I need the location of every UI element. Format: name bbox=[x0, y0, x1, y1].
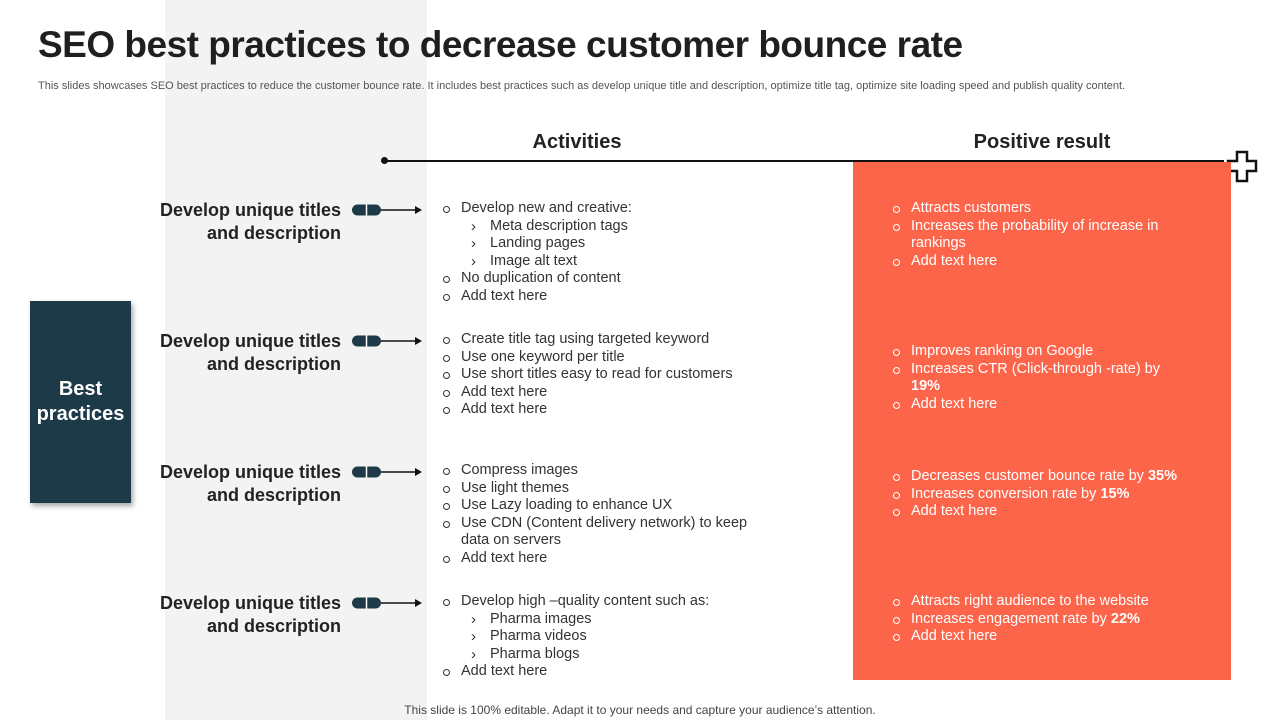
result-item: Add text here bbox=[890, 503, 1190, 521]
result-text: Add text here bbox=[911, 628, 998, 645]
activity-sub-item: Image alt text bbox=[440, 253, 770, 271]
result-highlight: 15% bbox=[1100, 485, 1130, 502]
result-text: Decreases customer bounce rate by bbox=[911, 468, 1148, 484]
activities-list: Develop high –quality content such as:Ph… bbox=[440, 593, 770, 681]
activity-text: Add text here bbox=[461, 383, 548, 400]
activity-text: Add text here bbox=[461, 549, 548, 566]
activity-item: Use CDN (Content delivery network) to ke… bbox=[440, 515, 770, 550]
footer-note: This slide is 100% editable. Adapt it to… bbox=[404, 703, 876, 717]
results-list: Decreases customer bounce rate by 35% Inc… bbox=[890, 468, 1190, 521]
activity-text: Use Lazy loading to enhance UX bbox=[461, 497, 673, 514]
pill-arrow-icon bbox=[352, 204, 422, 216]
activities-list: Develop new and creative:Meta descriptio… bbox=[440, 200, 770, 306]
result-text: Increases engagement rate by bbox=[911, 610, 1111, 627]
activity-text: Add text here bbox=[461, 287, 548, 304]
activity-text: Image alt text bbox=[490, 252, 578, 269]
activity-item: Add text here bbox=[440, 401, 770, 419]
activity-item: No duplication of content bbox=[440, 270, 770, 288]
divider-start-dot bbox=[381, 157, 388, 164]
result-highlight: 22% bbox=[1110, 610, 1140, 627]
activities-list: Compress images Use light themes Use Lazy … bbox=[440, 462, 770, 568]
result-item: Add text here bbox=[890, 628, 1190, 646]
page-subtitle: This slides showcases SEO best practices… bbox=[38, 80, 1126, 92]
best-practices-label: Best practices bbox=[36, 378, 125, 425]
activity-item: Use light themes bbox=[440, 480, 770, 498]
best-practices-box: Best practices bbox=[30, 301, 131, 503]
result-text: Attracts customers bbox=[911, 200, 1032, 216]
result-item: Add text here bbox=[890, 396, 1190, 414]
result-item: Increases conversion rate by 15% bbox=[890, 486, 1190, 504]
practice-label: Develop unique titles and description bbox=[159, 593, 341, 636]
result-item: Add text here bbox=[890, 253, 1190, 271]
practice-label: Develop unique titles and description bbox=[159, 331, 341, 374]
activity-text: Use light themes bbox=[461, 479, 569, 496]
activity-item: Use short titles easy to read for custom… bbox=[440, 366, 770, 384]
pill-arrow-icon bbox=[352, 466, 422, 478]
cross-outline-icon bbox=[1226, 150, 1258, 183]
result-highlight: 19% bbox=[911, 378, 941, 395]
activity-text: Use one keyword per title bbox=[461, 348, 625, 365]
activity-item: Compress images bbox=[440, 462, 770, 480]
activity-item: Add text here bbox=[440, 550, 770, 568]
activity-item: Develop new and creative: bbox=[440, 200, 770, 218]
activity-text: Use short titles easy to read for custom… bbox=[461, 366, 733, 383]
result-item: Increases CTR (Click-through -rate) by 1… bbox=[890, 361, 1190, 396]
activity-item: Use Lazy loading to enhance UX bbox=[440, 497, 770, 515]
result-text: Increases the probability of increase in… bbox=[911, 217, 1159, 252]
result-text: Add text here bbox=[911, 395, 998, 412]
positive-result-panel bbox=[853, 162, 1231, 680]
activity-text: Pharma blogs bbox=[490, 645, 580, 662]
result-text: Increases CTR (Click-through -rate) by bbox=[911, 360, 1160, 377]
result-item: Decreases customer bounce rate by 35% bbox=[890, 468, 1190, 486]
activity-sub-item: Pharma videos bbox=[440, 628, 770, 646]
activity-text: Add text here bbox=[461, 401, 548, 418]
results-header: Positive result bbox=[973, 131, 1111, 153]
gray-background-band bbox=[165, 0, 427, 720]
activity-item: Develop high –quality content such as: bbox=[440, 593, 770, 611]
activity-text: No duplication of content bbox=[461, 270, 621, 287]
activity-item: Add text here bbox=[440, 663, 770, 681]
activity-text: Create title tag using targeted keyword bbox=[461, 331, 710, 347]
result-item: Attracts customers bbox=[890, 200, 1190, 218]
result-item: Increases engagement rate by 22% bbox=[890, 611, 1190, 629]
activity-item: Add text here bbox=[440, 288, 770, 306]
activities-header: Activities bbox=[532, 131, 622, 153]
header-divider-line bbox=[384, 160, 1224, 162]
activity-text: Use CDN (Content delivery network) to ke… bbox=[461, 514, 748, 549]
result-item: Attracts right audience to the website bbox=[890, 593, 1190, 611]
practice-label: Develop unique titles and description bbox=[159, 200, 341, 243]
activities-list: Create title tag using targeted keyword U… bbox=[440, 331, 770, 419]
results-list: Attracts customers Increases the probabil… bbox=[890, 200, 1190, 270]
practice-label: Develop unique titles and description bbox=[159, 462, 341, 505]
activity-sub-item: Pharma images bbox=[440, 611, 770, 629]
activity-sub-item: Meta description tags bbox=[440, 218, 770, 236]
activity-text: Compress images bbox=[461, 462, 578, 478]
activity-sub-item: Pharma blogs bbox=[440, 646, 770, 664]
activity-text: Develop new and creative: bbox=[461, 200, 632, 216]
pill-arrow-icon bbox=[352, 335, 422, 347]
activity-item: Create title tag using targeted keyword bbox=[440, 331, 770, 349]
results-list: Improves ranking on Google Increases CTR … bbox=[890, 343, 1190, 413]
activity-text: Pharma images bbox=[490, 610, 592, 627]
result-text: Improves ranking on Google bbox=[911, 343, 1094, 359]
result-text: Attracts right audience to the website bbox=[911, 593, 1149, 609]
result-highlight: 35% bbox=[1147, 468, 1177, 484]
page-title: SEO best practices to decrease customer … bbox=[38, 24, 963, 65]
result-text: Increases conversion rate by bbox=[911, 485, 1101, 502]
activity-text: Landing pages bbox=[490, 235, 586, 252]
activity-text: Meta description tags bbox=[490, 217, 628, 234]
activity-item: Add text here bbox=[440, 384, 770, 402]
result-text: Add text here bbox=[911, 503, 998, 520]
activity-sub-item: Landing pages bbox=[440, 235, 770, 253]
result-text: Add text here bbox=[911, 252, 998, 269]
activity-item: Use one keyword per title bbox=[440, 349, 770, 367]
results-list: Attracts right audience to the website In… bbox=[890, 593, 1190, 646]
activity-text: Develop high –quality content such as: bbox=[461, 593, 710, 609]
result-item: Increases the probability of increase in… bbox=[890, 218, 1190, 253]
activity-text: Add text here bbox=[461, 663, 548, 680]
activity-text: Pharma videos bbox=[490, 628, 587, 645]
pill-arrow-icon bbox=[352, 597, 422, 609]
result-item: Improves ranking on Google bbox=[890, 343, 1190, 361]
